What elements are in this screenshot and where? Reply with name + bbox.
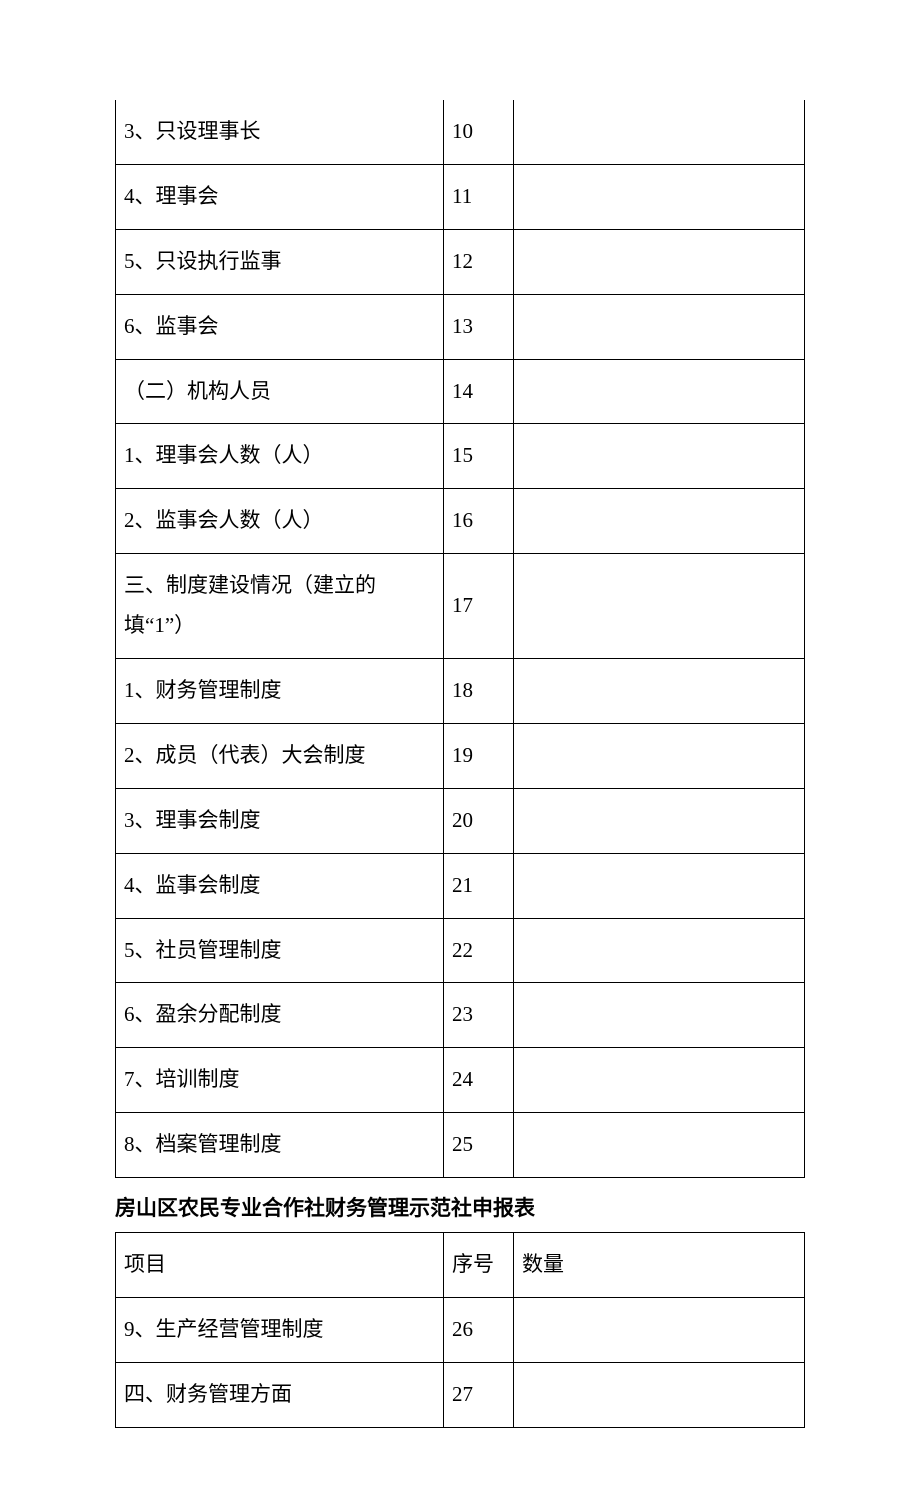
seq-cell: 25	[444, 1113, 514, 1178]
seq-cell: 24	[444, 1048, 514, 1113]
seq-cell: 27	[444, 1362, 514, 1427]
item-cell: 3、只设理事长	[116, 100, 444, 164]
seq-cell: 22	[444, 918, 514, 983]
item-cell: 5、社员管理制度	[116, 918, 444, 983]
table-continuation: 3、只设理事长 10 4、理事会 11 5、只设执行监事 12 6、监事会 13…	[115, 100, 805, 1178]
qty-cell	[514, 489, 805, 554]
qty-cell	[514, 918, 805, 983]
header-seq: 序号	[444, 1233, 514, 1298]
table-row: 5、社员管理制度 22	[116, 918, 805, 983]
qty-cell	[514, 424, 805, 489]
qty-cell	[514, 554, 805, 659]
table-row: 3、理事会制度 20	[116, 788, 805, 853]
item-cell: 6、盈余分配制度	[116, 983, 444, 1048]
item-cell: 2、监事会人数（人）	[116, 489, 444, 554]
item-cell: 4、理事会	[116, 164, 444, 229]
table-title: 房山区农民专业合作社财务管理示范社申报表	[115, 1192, 805, 1222]
seq-cell: 23	[444, 983, 514, 1048]
qty-cell	[514, 723, 805, 788]
seq-cell: 13	[444, 294, 514, 359]
qty-cell	[514, 294, 805, 359]
seq-cell: 11	[444, 164, 514, 229]
item-cell: （二）机构人员	[116, 359, 444, 424]
qty-cell	[514, 659, 805, 724]
qty-cell	[514, 1362, 805, 1427]
qty-cell	[514, 100, 805, 164]
table-row: 6、盈余分配制度 23	[116, 983, 805, 1048]
qty-cell	[514, 983, 805, 1048]
table-row: 三、制度建设情况（建立的填“1”） 17	[116, 554, 805, 659]
item-cell: 7、培训制度	[116, 1048, 444, 1113]
seq-cell: 21	[444, 853, 514, 918]
qty-cell	[514, 1298, 805, 1363]
table-application: 项目 序号 数量 9、生产经营管理制度 26 四、财务管理方面 27	[115, 1232, 805, 1428]
qty-cell	[514, 853, 805, 918]
item-cell: 三、制度建设情况（建立的填“1”）	[116, 554, 444, 659]
table-row: 4、理事会 11	[116, 164, 805, 229]
qty-cell	[514, 164, 805, 229]
table-row: 4、监事会制度 21	[116, 853, 805, 918]
header-item: 项目	[116, 1233, 444, 1298]
item-cell: 1、财务管理制度	[116, 659, 444, 724]
table-row: 2、成员（代表）大会制度 19	[116, 723, 805, 788]
table-header-row: 项目 序号 数量	[116, 1233, 805, 1298]
table-row: 7、培训制度 24	[116, 1048, 805, 1113]
item-cell: 4、监事会制度	[116, 853, 444, 918]
seq-cell: 20	[444, 788, 514, 853]
seq-cell: 17	[444, 554, 514, 659]
qty-cell	[514, 359, 805, 424]
seq-cell: 14	[444, 359, 514, 424]
item-cell: 四、财务管理方面	[116, 1362, 444, 1427]
table-row: 3、只设理事长 10	[116, 100, 805, 164]
table-row: （二）机构人员 14	[116, 359, 805, 424]
qty-cell	[514, 1113, 805, 1178]
seq-cell: 10	[444, 100, 514, 164]
seq-cell: 12	[444, 229, 514, 294]
item-cell: 3、理事会制度	[116, 788, 444, 853]
item-cell: 6、监事会	[116, 294, 444, 359]
qty-cell	[514, 1048, 805, 1113]
item-cell: 9、生产经营管理制度	[116, 1298, 444, 1363]
seq-cell: 26	[444, 1298, 514, 1363]
item-cell: 8、档案管理制度	[116, 1113, 444, 1178]
seq-cell: 19	[444, 723, 514, 788]
seq-cell: 15	[444, 424, 514, 489]
qty-cell	[514, 788, 805, 853]
table-row: 1、理事会人数（人） 15	[116, 424, 805, 489]
table-row: 1、财务管理制度 18	[116, 659, 805, 724]
table-row: 5、只设执行监事 12	[116, 229, 805, 294]
item-cell: 2、成员（代表）大会制度	[116, 723, 444, 788]
table-row: 四、财务管理方面 27	[116, 1362, 805, 1427]
seq-cell: 18	[444, 659, 514, 724]
qty-cell	[514, 229, 805, 294]
table-row: 8、档案管理制度 25	[116, 1113, 805, 1178]
seq-cell: 16	[444, 489, 514, 554]
header-qty: 数量	[514, 1233, 805, 1298]
item-cell: 5、只设执行监事	[116, 229, 444, 294]
table-row: 6、监事会 13	[116, 294, 805, 359]
table-row: 2、监事会人数（人） 16	[116, 489, 805, 554]
item-cell: 1、理事会人数（人）	[116, 424, 444, 489]
table-row: 9、生产经营管理制度 26	[116, 1298, 805, 1363]
